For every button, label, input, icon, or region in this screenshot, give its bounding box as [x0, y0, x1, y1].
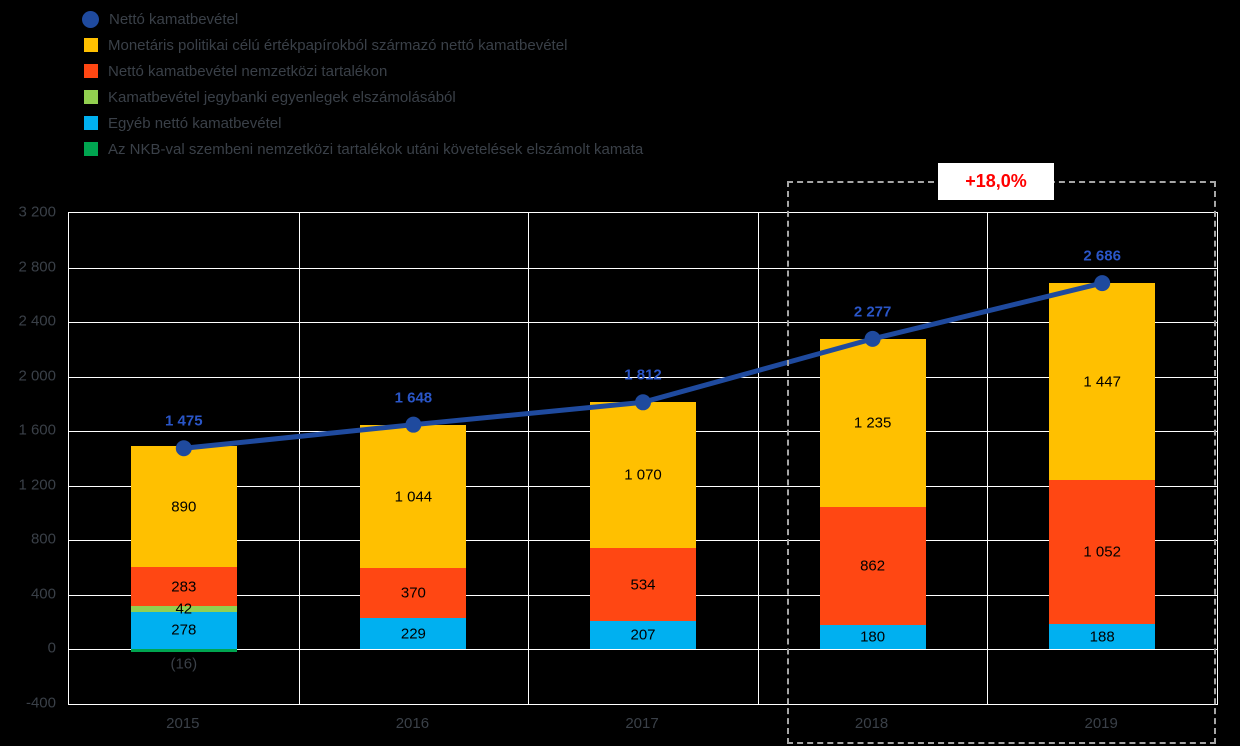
legend-marker-square — [84, 38, 98, 52]
bar-segment-monpol — [130, 445, 237, 568]
bar-segment-monpol — [1049, 282, 1156, 481]
bar-segment-label: 1 235 — [853, 414, 892, 432]
bar-segment-label: 1 052 — [1083, 543, 1121, 561]
bar-segment-reserves — [819, 507, 926, 625]
chart-legend: Nettó kamatbevétel Monetáris politikai cé… — [82, 6, 643, 162]
y-tick-label: 400 — [30, 585, 56, 603]
legend-marker-square — [84, 64, 98, 78]
bar-segment-monpol — [819, 338, 926, 508]
y-axis: 3 200 2 800 2 400 2 000 1 600 1 200 800 400 0 -40… — [0, 204, 60, 712]
legend-item: Nettó kamatbevétel — [82, 6, 643, 32]
bar-segment-other — [360, 618, 467, 650]
x-tick-label: 2016 — [395, 715, 430, 732]
x-tick-label: 2019 — [1084, 715, 1118, 732]
legend-item-label: Monetáris politikai célú értékpapírokból… — [108, 36, 568, 54]
legend-item: Az NKB-val szembeni nemzetközi tartaléko… — [84, 136, 643, 162]
bar-segment-label: 862 — [860, 557, 886, 575]
y-tick-label: 0 — [47, 639, 56, 657]
bar-segment-label: 890 — [171, 498, 197, 515]
h-gridline — [69, 322, 1217, 324]
bar-segment-label: 180 — [860, 628, 886, 646]
legend-item-label: Az NKB-val szembeni nemzetközi tartaléko… — [108, 140, 644, 158]
bar-segment-label: 42 — [175, 600, 193, 618]
bar-segment-label: 534 — [630, 576, 656, 594]
bar-segment-other — [1049, 623, 1156, 650]
x-axis: 2015 2016 2017 2018 2019 — [68, 707, 1218, 743]
legend-marker-square — [84, 116, 98, 130]
growth-badge: +18,0% — [938, 163, 1054, 200]
h-gridline — [69, 376, 1217, 378]
v-gridline — [298, 213, 300, 704]
bar-segment-other — [819, 624, 926, 650]
bar-segment-label: 1 044 — [394, 488, 433, 506]
legend-item: Kamatbevétel jegybanki egyenlegek elszám… — [84, 84, 643, 110]
bar-segment-monpol — [590, 402, 696, 549]
v-gridline — [528, 213, 530, 704]
bar-segment-label: 283 — [171, 578, 197, 595]
bar-segment-reserves — [590, 548, 696, 622]
line-point-label: 1 475 — [165, 412, 203, 430]
legend-item-label: Nettó kamatbevétel nemzetközi tartalékon — [108, 62, 388, 80]
x-tick-label: 2015 — [166, 715, 200, 732]
y-tick-label: 2 400 — [18, 312, 56, 330]
line-point-label: 2 277 — [853, 303, 892, 321]
bar-negative-label: (16) — [170, 655, 198, 673]
bar-segment-reserves — [1049, 480, 1156, 624]
bar-segment-reserves — [360, 567, 467, 619]
bar-segment-label: 278 — [171, 621, 197, 639]
h-gridline — [69, 267, 1217, 269]
bar-segment-reserves — [130, 567, 237, 606]
bar-segment-other — [130, 611, 237, 650]
plot-area: 278 42 283 890 (16) 229 370 1 044 207 534 1 070 180… — [68, 212, 1218, 705]
y-tick-label: 2 800 — [18, 258, 56, 276]
bar-segment-other — [590, 621, 696, 650]
line-point-label: 2 686 — [1083, 247, 1121, 265]
y-tick-label: 800 — [30, 530, 56, 548]
bar-segment-label: 188 — [1089, 628, 1115, 646]
bar-segment-label: 207 — [630, 626, 656, 644]
bar-segment-monpol — [360, 425, 467, 568]
bar-segment-label: 229 — [400, 625, 426, 643]
y-tick-label: -400 — [25, 694, 56, 712]
line-point-label: 1 812 — [624, 366, 662, 384]
legend-item: Egyéb nettó kamatbevétel — [84, 110, 643, 136]
x-tick-label: 2017 — [625, 715, 659, 732]
legend-item-label: Nettó kamatbevétel — [109, 10, 239, 28]
x-tick-label: 2018 — [854, 715, 889, 732]
legend-item: Monetáris politikai célú értékpapírokból… — [84, 32, 643, 58]
legend-marker-square — [84, 142, 98, 156]
bar-segment-nkb — [130, 649, 237, 652]
h-gridline — [69, 649, 1217, 651]
bar-segment-label: 370 — [400, 584, 426, 602]
legend-item-label: Egyéb nettó kamatbevétel — [108, 114, 282, 132]
line-point-label: 1 648 — [394, 389, 433, 407]
legend-marker-circle — [82, 10, 99, 28]
y-tick-label: 1 600 — [18, 421, 56, 439]
v-gridline — [987, 213, 989, 704]
net-interest-line — [175, 275, 1111, 457]
bar-segment-label: 1 070 — [624, 466, 662, 484]
v-gridline — [757, 213, 759, 704]
y-tick-label: 1 200 — [18, 476, 56, 494]
bar-segment-green — [130, 605, 237, 612]
y-tick-label: 2 000 — [18, 367, 56, 385]
y-tick-label: 3 200 — [18, 203, 56, 221]
legend-marker-square — [84, 90, 98, 104]
legend-item-label: Kamatbevétel jegybanki egyenlegek elszám… — [108, 88, 456, 106]
bar-segment-label: 1 447 — [1083, 373, 1121, 391]
legend-item: Nettó kamatbevétel nemzetközi tartalékon — [84, 58, 643, 84]
